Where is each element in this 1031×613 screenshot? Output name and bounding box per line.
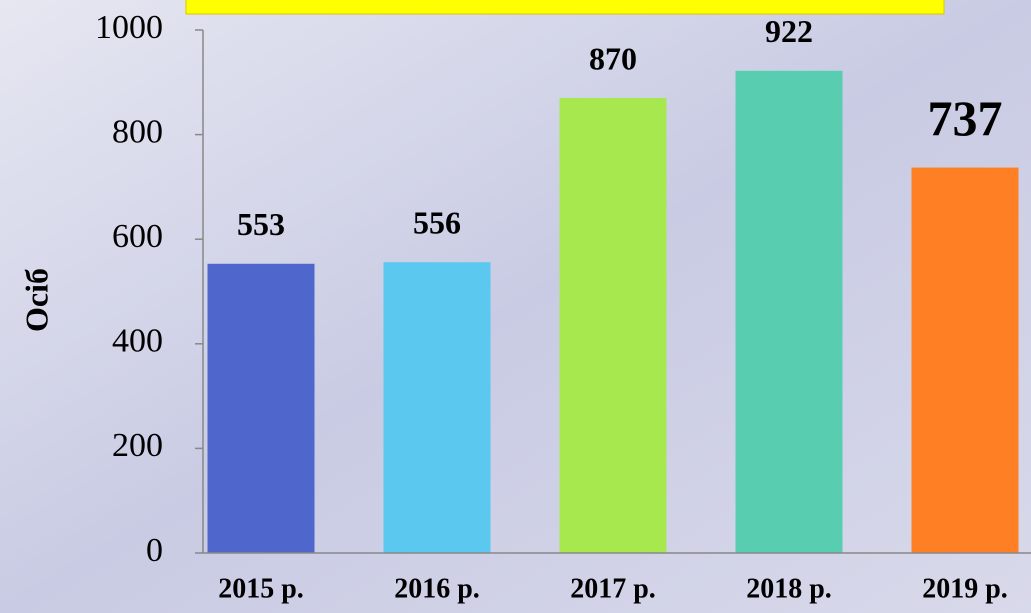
- bar: [207, 263, 315, 553]
- bar: [559, 97, 667, 554]
- data-label: 553: [237, 206, 285, 242]
- y-tick-label: 800: [112, 113, 163, 150]
- title-box: [185, 0, 945, 15]
- y-axis-label: Осіб: [18, 268, 54, 332]
- x-tick-label: 2017 р.: [570, 573, 656, 604]
- data-label: 556: [413, 205, 461, 241]
- bar: [911, 167, 1019, 553]
- y-tick-label: 600: [112, 218, 163, 255]
- x-tick-label: 2015 р.: [218, 573, 304, 604]
- bar: [383, 262, 491, 553]
- bar: [735, 70, 843, 553]
- x-tick-label: 2018 р.: [746, 573, 832, 604]
- y-tick-label: 1000: [95, 9, 163, 46]
- data-label: 922: [765, 13, 813, 49]
- y-tick-label: 200: [112, 427, 163, 464]
- x-tick-label: 2016 р.: [394, 573, 480, 604]
- y-tick-label: 400: [112, 323, 163, 360]
- y-tick-label: 0: [146, 532, 163, 569]
- data-label: 870: [589, 40, 637, 76]
- x-tick-label: 2019 р.: [922, 573, 1008, 604]
- data-label: 737: [928, 90, 1003, 146]
